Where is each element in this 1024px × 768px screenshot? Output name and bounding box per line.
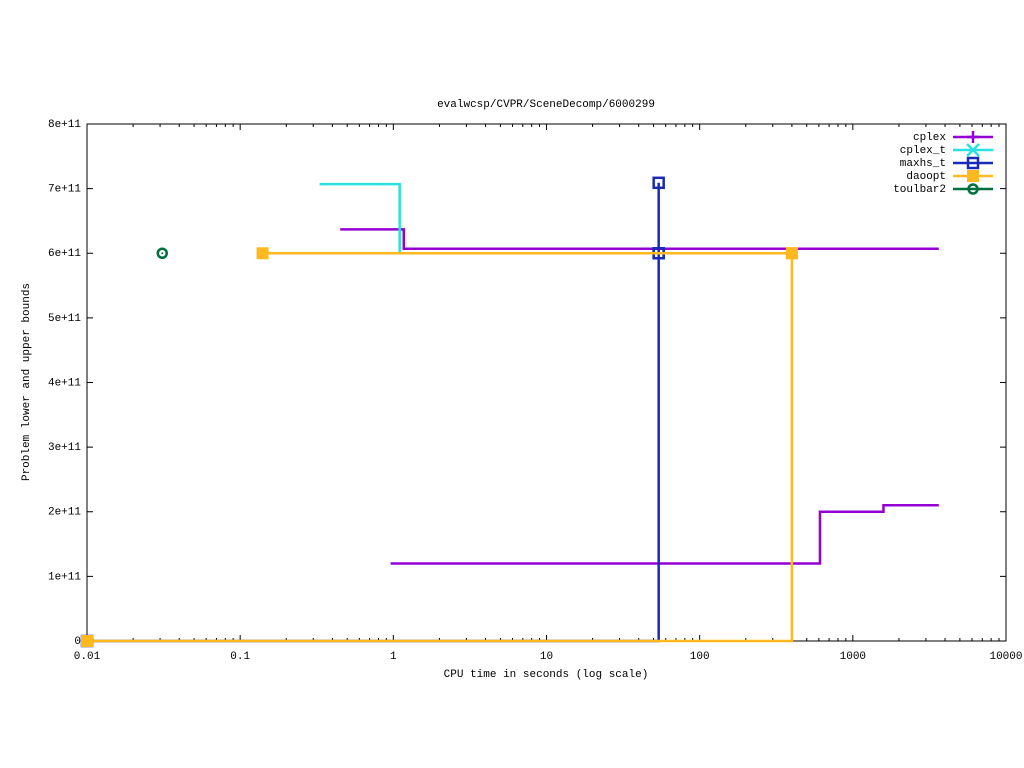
x-tick-label: 100: [690, 651, 710, 663]
y-tick-label: 5e+11: [48, 313, 81, 325]
marker: [785, 247, 798, 260]
marker-part: [156, 247, 169, 259]
marker-part: [785, 247, 798, 260]
marker: [967, 131, 979, 143]
marker: [652, 176, 665, 190]
marker-part: [967, 170, 979, 182]
marker-part: [967, 131, 979, 143]
marker-part: [652, 176, 665, 190]
y-tick-label: 7e+11: [48, 184, 81, 196]
x-axis-label: CPU time in seconds (log scale): [444, 669, 649, 681]
y-tick-label: 4e+11: [48, 377, 81, 389]
marker: [81, 635, 93, 647]
marker-part: [256, 247, 269, 260]
legend-label: cplex: [913, 132, 946, 144]
y-axis-label: Problem lower and upper bounds: [21, 283, 33, 481]
y-tick-label: 0: [74, 636, 81, 648]
legend-label: cplex_t: [900, 145, 946, 157]
x-tick-label: 0.01: [74, 651, 101, 663]
legend-label: daoopt: [906, 171, 946, 183]
series-line: [319, 182, 401, 254]
marker: [966, 156, 980, 170]
marker-part: [161, 252, 164, 255]
marker-part: [966, 156, 980, 170]
marker-part: [81, 635, 93, 647]
marker: [966, 143, 980, 157]
legend-label: maxhs_t: [900, 158, 946, 170]
marker: [967, 183, 979, 195]
x-tick-label: 10: [540, 651, 553, 663]
marker: [256, 247, 269, 260]
chart-title: evalwcsp/CVPR/SceneDecomp/6000299: [437, 99, 655, 111]
y-tick-label: 3e+11: [48, 442, 81, 454]
series-line: [87, 252, 794, 643]
x-tick-label: 1: [390, 651, 397, 663]
x-tick-label: 0.1: [230, 651, 250, 663]
marker-part: [967, 183, 979, 195]
series-line: [87, 182, 660, 643]
legend-label: toulbar2: [893, 184, 946, 196]
y-tick-label: 2e+11: [48, 507, 81, 519]
marker: [156, 247, 169, 259]
x-tick-label: 10000: [989, 651, 1022, 663]
marker-part: [966, 143, 980, 157]
y-tick-label: 8e+11: [48, 119, 81, 131]
marker-part: [972, 188, 974, 190]
y-tick-label: 1e+11: [48, 571, 81, 583]
marker: [967, 170, 979, 182]
x-tick-label: 1000: [840, 651, 866, 663]
y-tick-label: 6e+11: [48, 248, 81, 260]
series-line: [340, 228, 939, 565]
